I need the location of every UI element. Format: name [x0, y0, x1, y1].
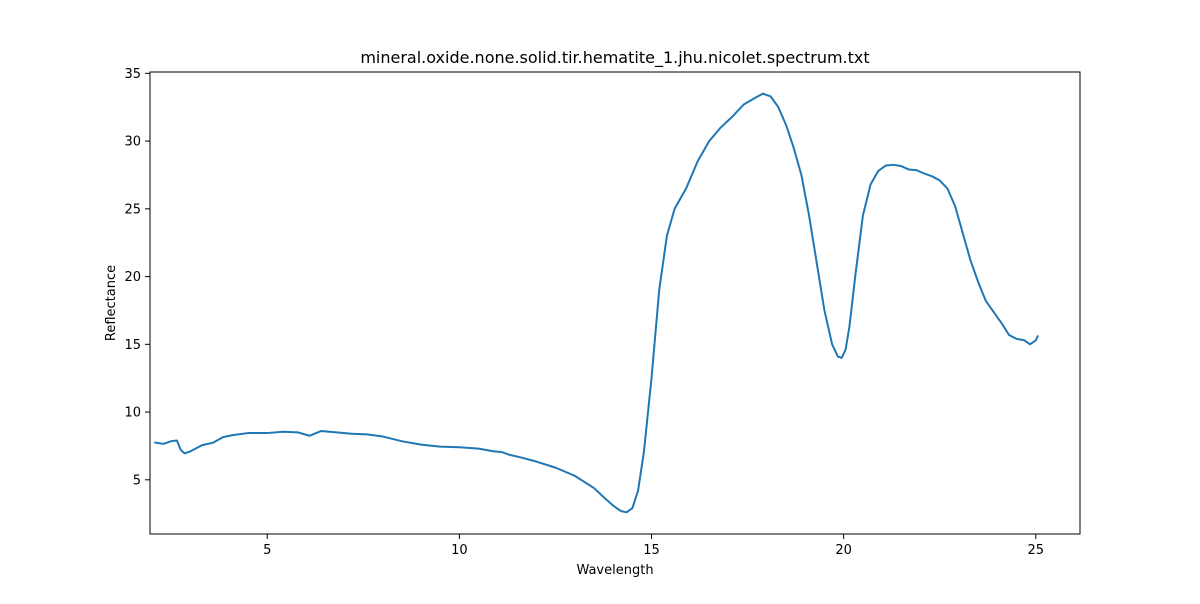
x-tick-label: 10: [451, 543, 468, 558]
x-axis-label: Wavelength: [576, 563, 653, 578]
y-tick-label: 30: [124, 135, 141, 150]
y-axis-label: Reflectance: [104, 265, 119, 341]
y-tick-label: 20: [124, 270, 141, 285]
x-axis-ticks: 5 10 15 20 25: [263, 534, 1044, 558]
y-tick-label: 35: [124, 67, 141, 82]
y-tick-label: 15: [124, 338, 141, 353]
x-tick-label: 25: [1028, 543, 1045, 558]
x-tick-label: 5: [263, 543, 271, 558]
x-tick-label: 20: [835, 543, 852, 558]
y-tick-label: 25: [124, 202, 141, 217]
y-tick-label: 5: [133, 473, 141, 488]
x-tick-label: 15: [643, 543, 660, 558]
y-tick-label: 10: [124, 406, 141, 421]
axes-frame: [149, 71, 1081, 535]
chart-title: mineral.oxide.none.solid.tir.hematite_1.…: [360, 48, 869, 68]
plot-area: [149, 71, 1081, 535]
y-axis-ticks: 5 10 15 20 25 30 35: [124, 67, 150, 488]
series-line: [154, 92, 1039, 514]
